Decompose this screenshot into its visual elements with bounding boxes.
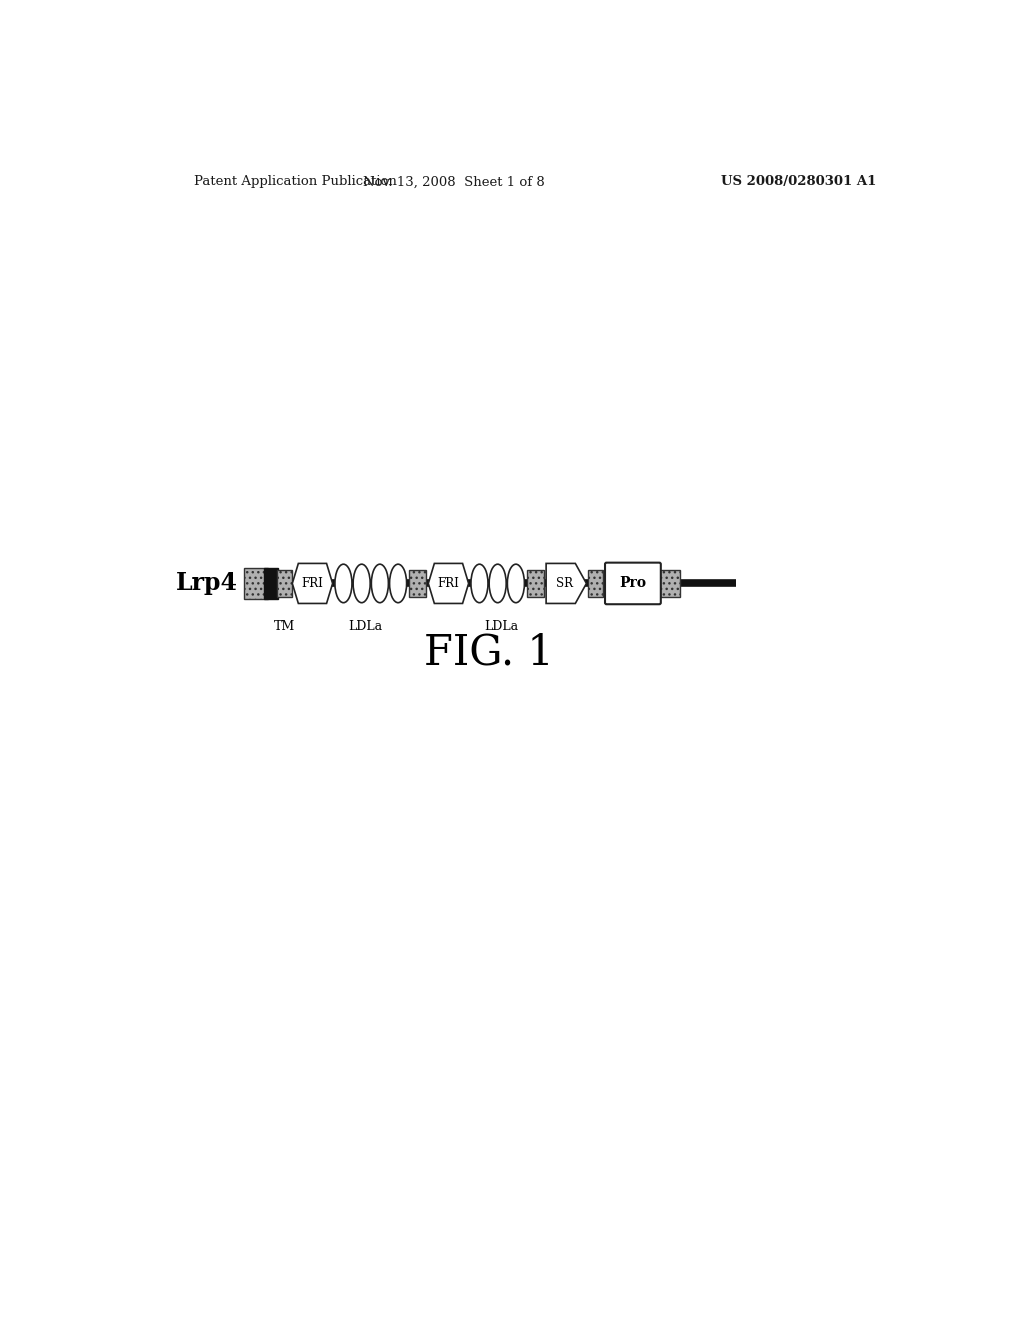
Bar xyxy=(245,568,267,599)
Text: FRI: FRI xyxy=(301,577,324,590)
Text: SR: SR xyxy=(556,577,572,590)
Ellipse shape xyxy=(389,564,407,603)
Ellipse shape xyxy=(353,564,371,603)
Polygon shape xyxy=(428,564,469,603)
Text: FRI: FRI xyxy=(437,577,460,590)
Ellipse shape xyxy=(335,564,352,603)
Bar xyxy=(660,570,680,598)
Ellipse shape xyxy=(489,564,506,603)
Text: LDLa: LDLa xyxy=(484,620,518,634)
Text: TM: TM xyxy=(274,620,295,634)
Text: LDLa: LDLa xyxy=(348,620,383,634)
Ellipse shape xyxy=(507,564,524,603)
Text: Pro: Pro xyxy=(620,577,646,590)
Bar xyxy=(276,570,292,598)
Text: FIG. 1: FIG. 1 xyxy=(424,632,553,673)
FancyBboxPatch shape xyxy=(605,562,660,605)
Ellipse shape xyxy=(471,564,488,603)
Bar xyxy=(409,570,426,598)
Bar xyxy=(588,570,603,598)
Polygon shape xyxy=(546,564,587,603)
Text: Lrp4: Lrp4 xyxy=(176,572,238,595)
Ellipse shape xyxy=(372,564,388,603)
Bar xyxy=(264,568,279,599)
Text: US 2008/0280301 A1: US 2008/0280301 A1 xyxy=(721,176,877,189)
Bar xyxy=(526,570,544,598)
Text: Nov. 13, 2008  Sheet 1 of 8: Nov. 13, 2008 Sheet 1 of 8 xyxy=(362,176,545,189)
Polygon shape xyxy=(292,564,333,603)
Text: Patent Application Publication: Patent Application Publication xyxy=(194,176,396,189)
